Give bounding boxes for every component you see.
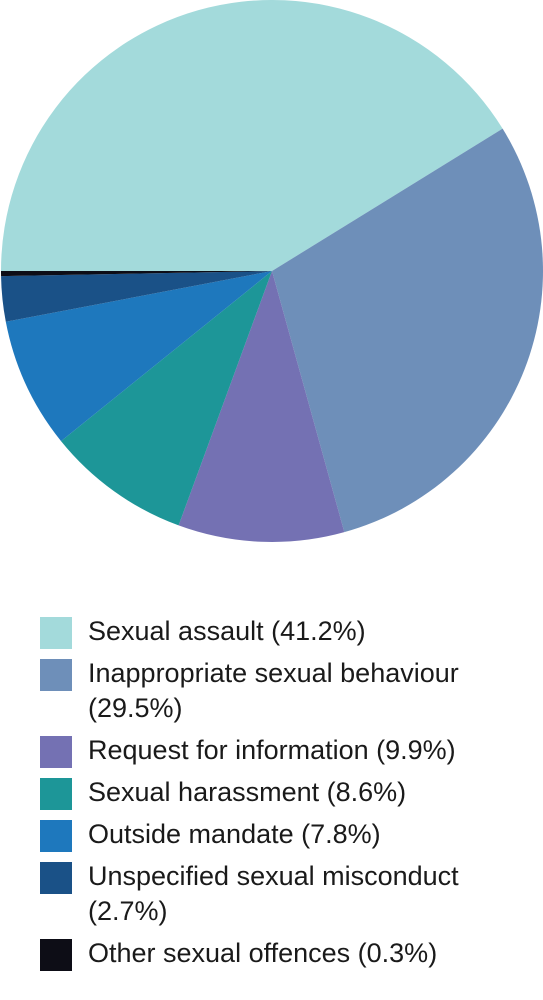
legend-item: Unspecified sexual misconduct (2.7%): [40, 859, 540, 929]
legend-item: Other sexual offences (0.3%): [40, 936, 540, 971]
legend-label: Other sexual offences (0.3%): [88, 938, 438, 968]
legend-swatch: [40, 820, 72, 852]
legend-swatch: [40, 617, 72, 649]
pie-slice: [1, 271, 272, 277]
pie-slice: [178, 271, 345, 542]
legend-label: Inappropriate sexual behaviour (29.5%): [88, 658, 459, 723]
legend-label: Unspecified sexual misconduct (2.7%): [88, 861, 459, 926]
legend-swatch: [40, 862, 72, 894]
legend-swatch: [40, 736, 72, 768]
legend-item: Outside mandate (7.8%): [40, 817, 540, 852]
pie-chart: [1, 0, 543, 542]
pie-slice: [1, 271, 272, 322]
legend-swatch: [40, 778, 72, 810]
legend-label: Outside mandate (7.8%): [88, 819, 381, 849]
legend-label: Request for information (9.9%): [88, 735, 456, 765]
pie-slice: [272, 128, 543, 533]
legend-item: Inappropriate sexual behaviour (29.5%): [40, 656, 540, 726]
legend-item: Sexual harassment (8.6%): [40, 775, 540, 810]
legend-label: Sexual harassment (8.6%): [88, 777, 407, 807]
pie-slice: [1, 0, 503, 271]
pie-slice: [61, 271, 273, 526]
legend-label: Sexual assault (41.2%): [88, 616, 366, 646]
legend-item: Sexual assault (41.2%): [40, 614, 540, 649]
pie-slice: [5, 271, 273, 442]
legend-swatch: [40, 659, 72, 691]
legend-swatch: [40, 939, 72, 971]
legend: Sexual assault (41.2%) Inappropriate sexu…: [40, 614, 540, 971]
legend-item: Request for information (9.9%): [40, 733, 540, 768]
